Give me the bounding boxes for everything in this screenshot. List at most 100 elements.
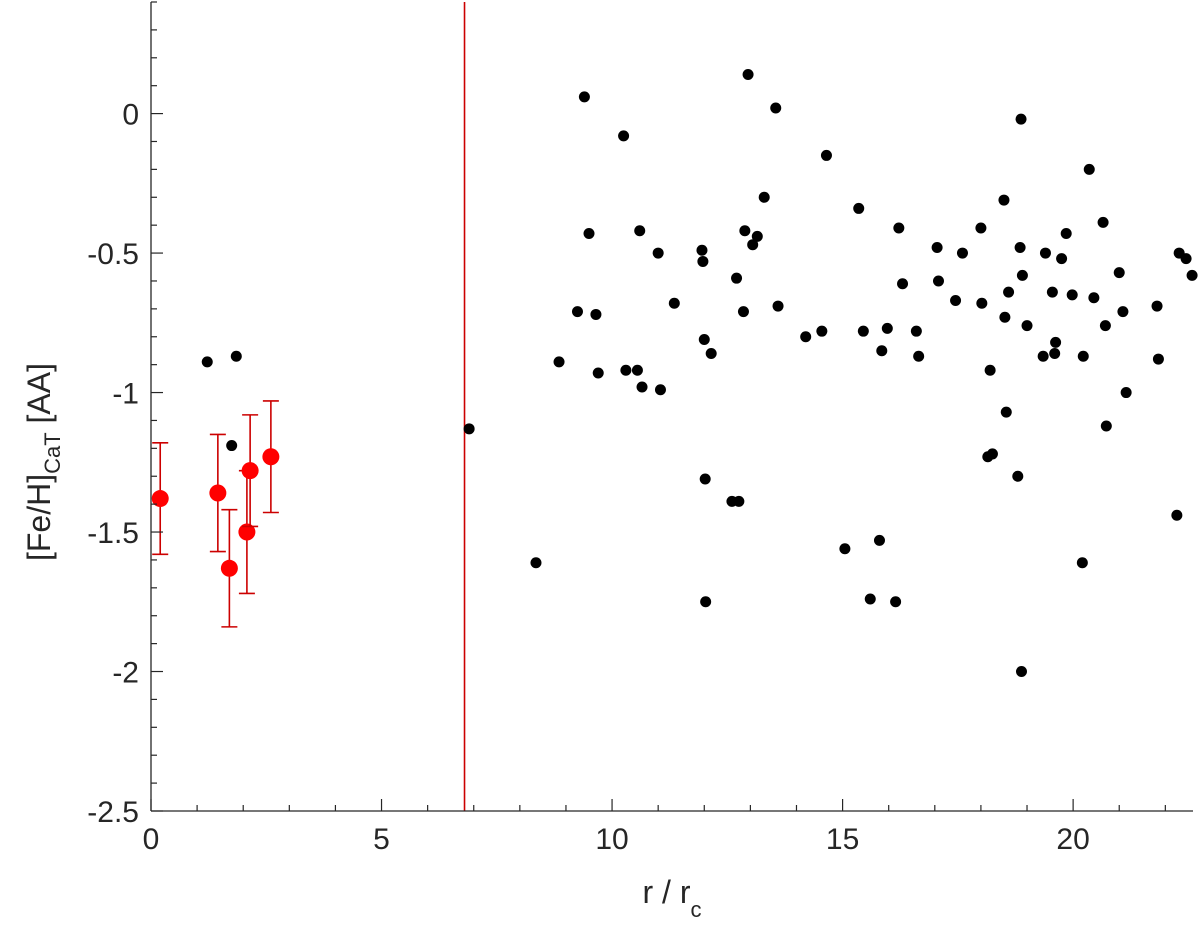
- data-point-field: [1000, 406, 1012, 418]
- y-axis-label: [Fe/H]CaT [AA]: [21, 363, 65, 561]
- data-point-field: [747, 239, 759, 251]
- data-point-field: [1056, 253, 1068, 265]
- data-point-field: [976, 297, 988, 309]
- data-point-field: [857, 325, 869, 337]
- data-point-field: [463, 423, 475, 435]
- data-point-member: [262, 448, 280, 466]
- data-point-field: [742, 69, 754, 81]
- data-point-field: [1100, 420, 1112, 432]
- data-point-field: [705, 347, 717, 359]
- data-point-field: [758, 191, 770, 203]
- x-axis-label-main: r / r: [643, 874, 691, 910]
- data-point-field: [1039, 247, 1051, 259]
- data-point-field: [1046, 286, 1058, 298]
- data-point-field: [1050, 336, 1062, 348]
- y-axis-label-main: [Fe/H]: [21, 474, 57, 561]
- data-point-field: [201, 356, 213, 368]
- data-point-field: [772, 300, 784, 312]
- data-point-field: [873, 534, 885, 546]
- data-point-field: [881, 322, 893, 334]
- data-point-field: [1037, 350, 1049, 362]
- data-point-member: [220, 559, 238, 577]
- errorbar-group: [238, 469, 256, 595]
- data-point-field: [956, 247, 968, 259]
- data-point-field: [1117, 306, 1129, 318]
- data-point-field: [578, 91, 590, 103]
- data-point-field: [986, 448, 998, 460]
- data-point-member: [238, 523, 256, 541]
- data-point-field: [1015, 113, 1027, 125]
- data-point-field: [890, 596, 902, 608]
- data-point-field: [864, 593, 876, 605]
- y-axis-label-subscript: CaT: [40, 432, 65, 474]
- data-point-field: [1152, 353, 1164, 365]
- data-point-field: [1151, 300, 1163, 312]
- data-point-field: [1016, 269, 1028, 281]
- data-point-field: [737, 306, 749, 318]
- data-point-field: [1083, 163, 1095, 175]
- data-point-field: [1088, 292, 1100, 304]
- y-tick-label: -1: [112, 378, 139, 411]
- data-point-field: [583, 228, 595, 240]
- data-point-field: [631, 364, 643, 376]
- data-point-member: [151, 490, 169, 508]
- data-point-field: [1180, 253, 1192, 265]
- data-point-field: [1060, 228, 1072, 240]
- data-point-field: [592, 367, 604, 379]
- data-point-field: [590, 308, 602, 320]
- data-point-field: [226, 440, 238, 452]
- data-point-field: [999, 311, 1011, 323]
- data-point-field: [893, 222, 905, 234]
- data-point-field: [1099, 320, 1111, 332]
- errorbar-group: [241, 414, 259, 528]
- y-tick-label: -1.5: [87, 517, 139, 550]
- data-point-field: [770, 102, 782, 114]
- data-point-field: [652, 247, 664, 259]
- data-point-field: [1049, 347, 1061, 359]
- x-axis-label-subscript: c: [690, 897, 701, 922]
- data-point-field: [800, 331, 812, 343]
- data-point-field: [1186, 269, 1198, 281]
- data-point-field: [975, 222, 987, 234]
- x-tick-label: 5: [373, 823, 390, 856]
- y-tick-label: -0.5: [87, 238, 139, 271]
- errorbar-group: [209, 433, 227, 553]
- y-axis-label-unit: [AA]: [21, 363, 57, 432]
- x-tick-label: 0: [143, 823, 160, 856]
- data-point-field: [230, 350, 242, 362]
- data-point-member: [241, 462, 259, 480]
- x-tick-label: 20: [1056, 823, 1089, 856]
- data-point-field: [1012, 470, 1024, 482]
- data-point-field: [984, 364, 996, 376]
- plot-marks: [151, 2, 1198, 811]
- data-point-member: [209, 484, 227, 502]
- y-tick-label: -2: [112, 657, 139, 690]
- data-point-field: [751, 230, 763, 242]
- data-point-field: [1021, 320, 1033, 332]
- data-point-field: [739, 225, 751, 237]
- y-tick-label: 0: [122, 99, 139, 132]
- data-point-field: [853, 202, 865, 214]
- data-point-field: [1014, 241, 1026, 253]
- data-point-field: [634, 225, 646, 237]
- x-tick-label: 10: [595, 823, 628, 856]
- data-point-field: [932, 275, 944, 287]
- data-point-field: [530, 557, 542, 569]
- data-point-field: [618, 130, 630, 142]
- data-point-field: [1077, 350, 1089, 362]
- data-point-field: [1066, 289, 1078, 301]
- data-point-field: [731, 272, 743, 284]
- data-point-field: [1076, 557, 1088, 569]
- x-axis-label: r / rc: [643, 874, 702, 922]
- data-point-field: [733, 495, 745, 507]
- data-point-field: [1113, 267, 1125, 279]
- data-point-field: [1003, 286, 1015, 298]
- data-point-field: [571, 306, 583, 318]
- data-point-field: [910, 325, 922, 337]
- data-point-field: [820, 149, 832, 161]
- data-point-field: [698, 334, 710, 346]
- errorbar-group: [262, 400, 280, 514]
- data-point-field: [839, 543, 851, 555]
- data-point-field: [876, 345, 888, 357]
- data-point-field: [913, 350, 925, 362]
